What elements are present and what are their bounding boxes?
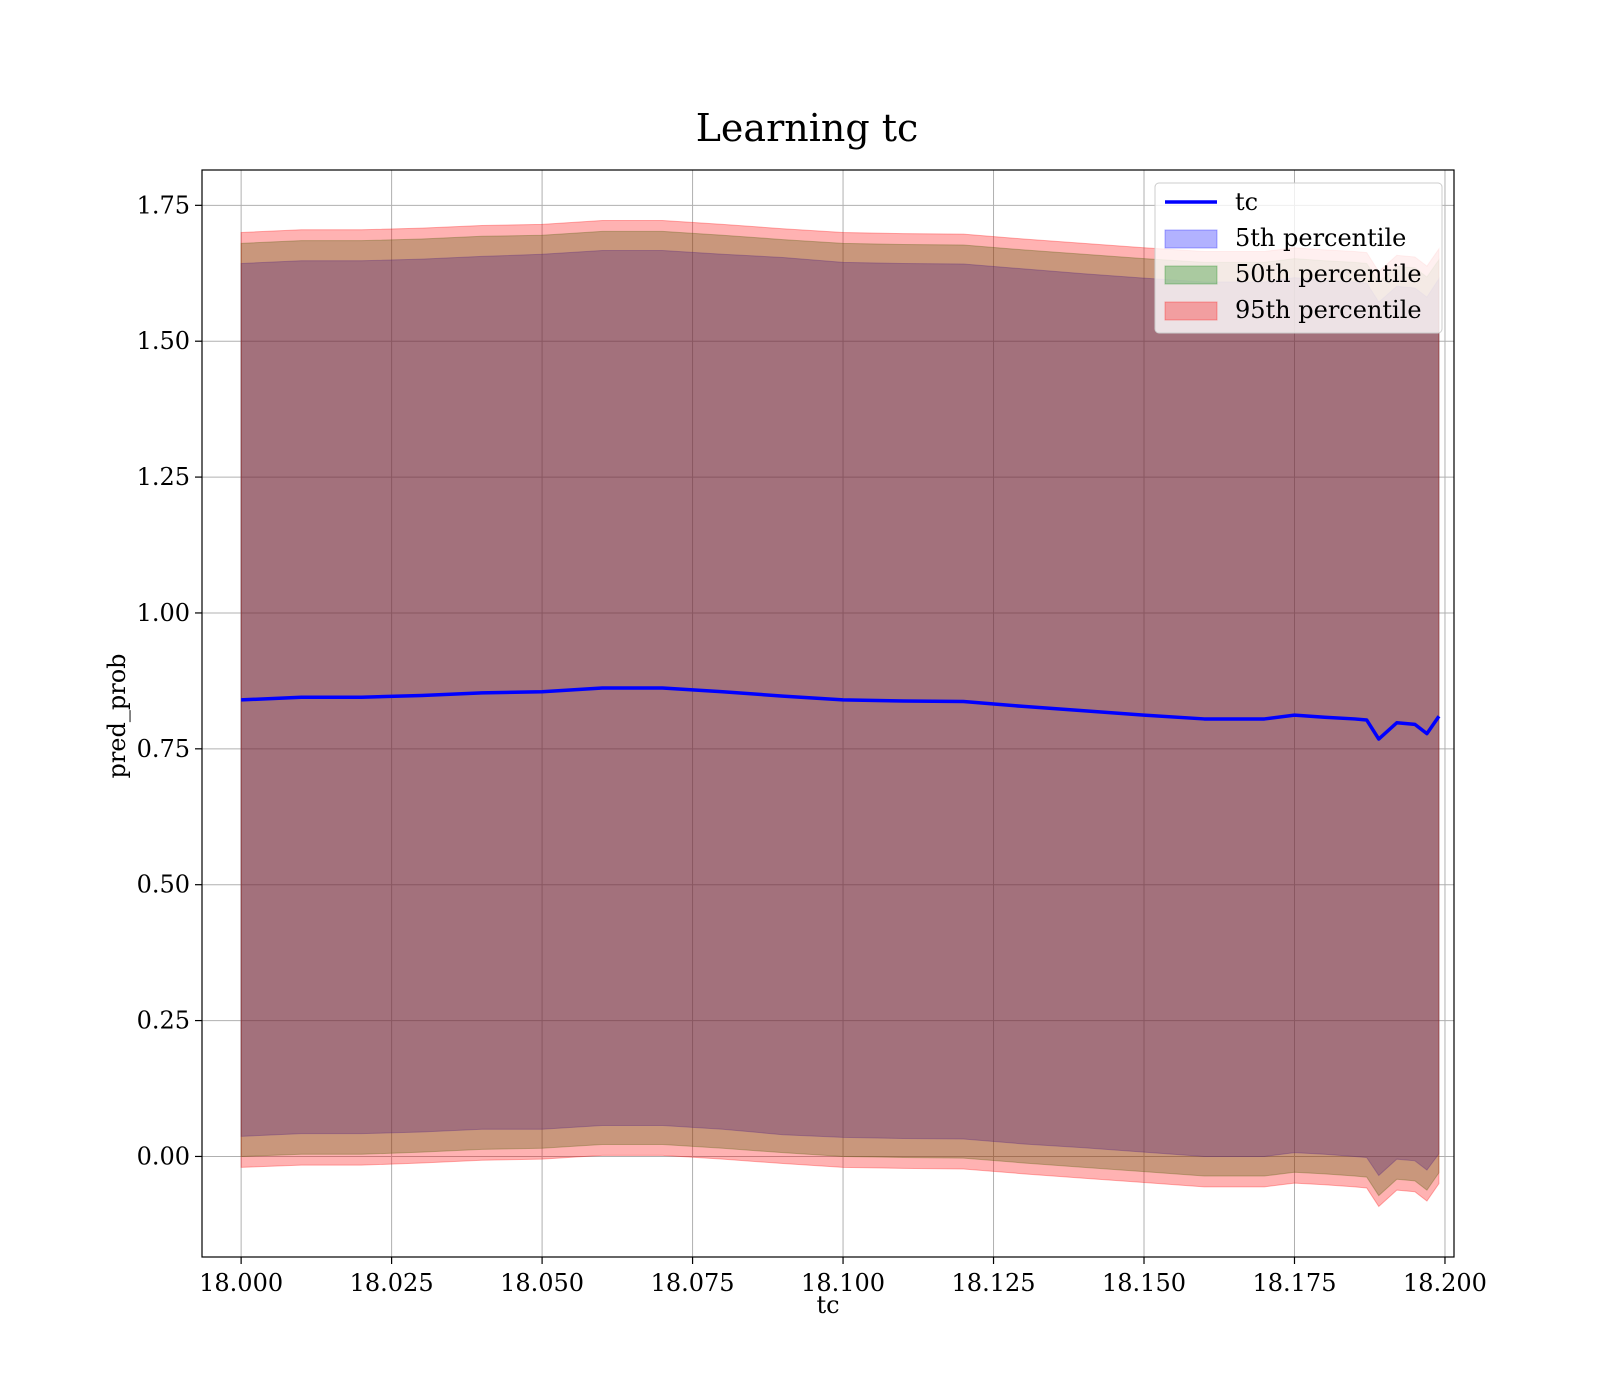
legend: tc 5th percentile 50th percentile 95th perc…: [1154, 182, 1443, 334]
x-tick-label-6: 18.150: [1102, 1269, 1186, 1297]
legend-swatch-5th-percentile: [1164, 229, 1218, 249]
x-tick-label-7: 18.175: [1252, 1269, 1336, 1297]
legend-label-3: 95th percentile: [1235, 296, 1422, 324]
legend-swatch-50th-percentile: [1164, 265, 1218, 285]
legend-label-1: 5th percentile: [1235, 224, 1406, 252]
legend-label-0: tc: [1235, 188, 1258, 216]
x-tick-label-5: 18.125: [952, 1269, 1036, 1297]
y-tick-label-2: 0.50: [137, 871, 190, 899]
y-axis-label: pred_prob: [103, 653, 131, 778]
y-tick-label-4: 1.00: [137, 599, 190, 627]
band-5th-percentile: [240, 249, 1440, 1177]
x-tick-label-4: 18.100: [801, 1269, 885, 1297]
grid: [202, 170, 1454, 1257]
x-axis-ticks: 18.000 18.025 18.050 18.075 18.100 18.125 18.1…: [199, 1257, 1487, 1297]
y-axis-ticks: 0.00 0.25 0.50 0.75 1.00 1.25 1.50 1.75: [137, 191, 202, 1170]
chart-title: Learning tc: [696, 106, 919, 150]
x-tick-label-0: 18.000: [199, 1269, 283, 1297]
legend-swatch-95th-percentile: [1164, 301, 1218, 321]
band-95th-percentile: [240, 220, 1440, 1208]
y-tick-label-6: 1.50: [137, 327, 190, 355]
legend-box: [1154, 182, 1443, 334]
percentile-bands: [240, 220, 1440, 1208]
x-tick-label-3: 18.075: [651, 1269, 735, 1297]
y-tick-label-0: 0.00: [137, 1142, 190, 1170]
x-axis-label: tc: [816, 1291, 839, 1319]
tc-line-layer: [241, 686, 1441, 741]
legend-label-2: 50th percentile: [1235, 260, 1422, 288]
y-tick-label-1: 0.25: [137, 1007, 190, 1035]
plot-frame: [201, 169, 1455, 1258]
y-tick-label-3: 0.75: [137, 735, 190, 763]
x-tick-label-8: 18.200: [1403, 1269, 1487, 1297]
band-50th-percentile: [240, 230, 1440, 1197]
y-tick-label-7: 1.75: [137, 191, 190, 219]
series-line-tc: [241, 686, 1441, 741]
y-tick-label-5: 1.25: [137, 463, 190, 491]
x-tick-label-1: 18.025: [350, 1269, 434, 1297]
x-tick-label-2: 18.050: [500, 1269, 584, 1297]
